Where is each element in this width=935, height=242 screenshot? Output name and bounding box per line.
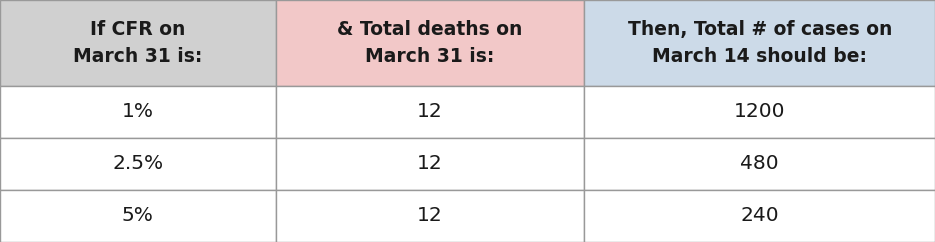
Text: 240: 240 bbox=[741, 206, 779, 226]
Bar bbox=[276, 190, 584, 242]
Text: 12: 12 bbox=[417, 154, 443, 174]
Text: 12: 12 bbox=[417, 206, 443, 226]
Text: If CFR on
March 31 is:: If CFR on March 31 is: bbox=[73, 20, 203, 66]
Text: 12: 12 bbox=[417, 102, 443, 121]
Bar bbox=[584, 138, 935, 190]
Text: 1%: 1% bbox=[122, 102, 154, 121]
Text: 480: 480 bbox=[741, 154, 779, 174]
Bar bbox=[0, 0, 276, 86]
Bar bbox=[276, 138, 584, 190]
Text: 5%: 5% bbox=[122, 206, 154, 226]
Text: 1200: 1200 bbox=[734, 102, 785, 121]
Text: 2.5%: 2.5% bbox=[112, 154, 164, 174]
Bar bbox=[584, 190, 935, 242]
Bar bbox=[0, 86, 276, 138]
Bar bbox=[584, 86, 935, 138]
Bar bbox=[276, 0, 584, 86]
Bar bbox=[0, 190, 276, 242]
Bar bbox=[584, 0, 935, 86]
Bar bbox=[0, 138, 276, 190]
Text: & Total deaths on
March 31 is:: & Total deaths on March 31 is: bbox=[338, 20, 523, 66]
Text: Then, Total # of cases on
March 14 should be:: Then, Total # of cases on March 14 shoul… bbox=[627, 20, 892, 66]
Bar bbox=[276, 86, 584, 138]
